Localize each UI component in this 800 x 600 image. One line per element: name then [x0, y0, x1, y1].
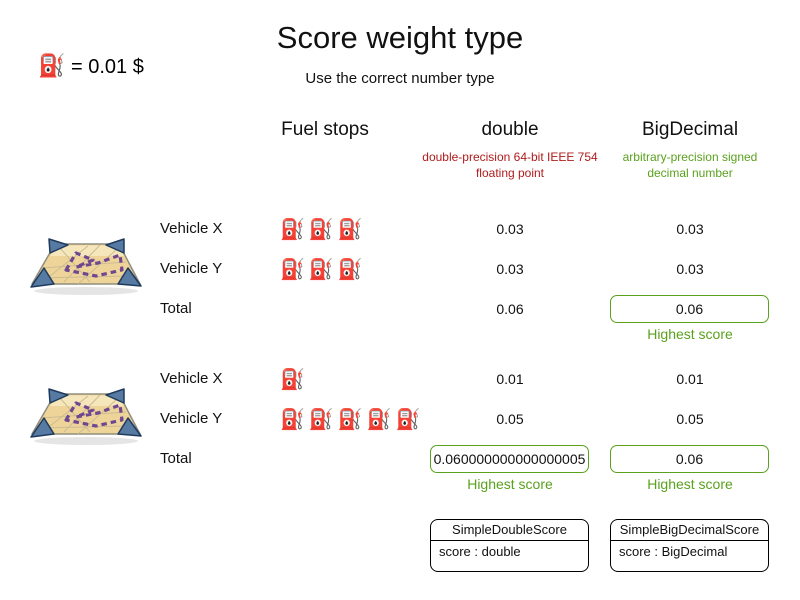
uml-class-simpledoublescore: SimpleDoubleScore score : double — [430, 519, 589, 572]
route-map-icon — [30, 232, 142, 303]
fuel-cost-legend-text: = 0.01 $ — [70, 56, 144, 78]
bigdecimal-value: 0.03 — [676, 221, 704, 237]
row-label: Total — [160, 300, 192, 317]
row-label: Vehicle Y — [160, 260, 223, 277]
fuel-cost-legend: ⛽ = 0.01 $ — [38, 54, 144, 79]
bigdecimal-value: 0.03 — [676, 261, 704, 277]
column-header-fuel-stops: Fuel stops — [281, 119, 369, 140]
route-map-icon — [30, 382, 142, 453]
fuel-stops-cell: ⛽ — [280, 367, 309, 391]
fuel-stops-cell: ⛽⛽⛽ — [280, 217, 367, 241]
bigdecimal-value: 0.05 — [676, 411, 704, 427]
highest-score-label: Highest score — [647, 326, 733, 342]
fuel-stops-cell: ⛽⛽⛽ — [280, 257, 367, 281]
row-label: Vehicle Y — [160, 410, 223, 427]
double-type-description: double-precision 64-bit IEEE 754 floatin… — [422, 150, 598, 180]
double-value: 0.03 — [496, 221, 524, 237]
double-total-value: 0.06 — [496, 301, 524, 317]
column-header-bigdecimal: BigDecimal — [641, 119, 739, 140]
bigdecimal-type-description: arbitrary-precision signed decimal numbe… — [622, 150, 758, 180]
highest-score-label: Highest score — [647, 476, 733, 492]
fuel-stops-cell: ⛽⛽⛽⛽⛽ — [280, 407, 425, 431]
double-value: 0.03 — [496, 261, 524, 277]
uml-class-simplebigdecimalscore: SimpleBigDecimalScore score : BigDecimal — [610, 519, 769, 572]
uml-class-attribute: score : BigDecimal — [619, 544, 728, 559]
bigdecimal-total-scorebox: 0.06 — [610, 295, 769, 323]
fuel-pump-icon: ⛽ — [38, 54, 66, 79]
route-map-icon — [30, 238, 142, 295]
row-label: Vehicle X — [160, 220, 223, 237]
uml-class-attribute: score : double — [439, 544, 521, 559]
column-header-double: double — [481, 119, 539, 140]
route-map-icon — [30, 388, 142, 445]
page-title: Score weight type — [276, 20, 524, 55]
row-label: Vehicle X — [160, 370, 223, 387]
double-total-scorebox: 0.060000000000000005 — [430, 445, 589, 473]
row-label: Total — [160, 450, 192, 467]
uml-class-name: SimpleBigDecimalScore — [611, 520, 768, 541]
bigdecimal-value: 0.01 — [676, 371, 704, 387]
double-value: 0.05 — [496, 411, 524, 427]
highest-score-label: Highest score — [467, 476, 553, 492]
page-subtitle: Use the correct number type — [305, 70, 495, 87]
bigdecimal-total-scorebox: 0.06 — [610, 445, 769, 473]
uml-class-name: SimpleDoubleScore — [431, 520, 588, 541]
double-value: 0.01 — [496, 371, 524, 387]
